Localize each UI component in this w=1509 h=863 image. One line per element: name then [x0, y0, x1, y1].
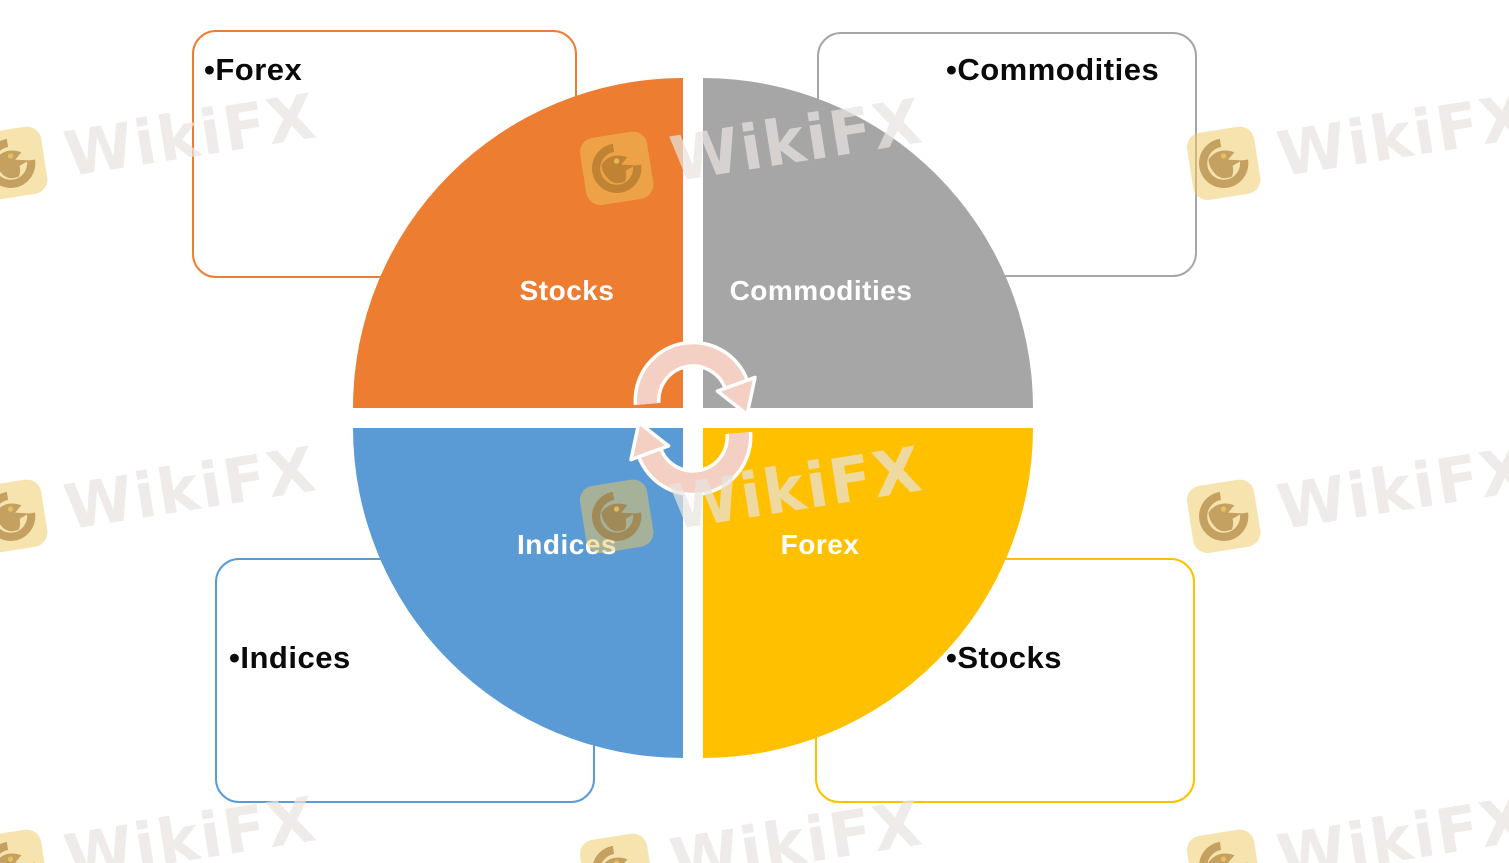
- bullet-glyph: •: [946, 52, 958, 87]
- wikifx-eagle-icon: [1181, 824, 1266, 863]
- bullet-glyph: •: [229, 640, 241, 675]
- wikifx-watermark-text: WikiFX: [59, 431, 322, 544]
- wikifx-watermark: WikiFX: [1181, 431, 1509, 558]
- callout-text-stocks: •Stocks: [946, 640, 1062, 676]
- wikifx-watermark-text: WikiFX: [1272, 431, 1509, 544]
- quadrant-label-stocks: Stocks: [519, 275, 615, 306]
- wikifx-eagle-icon: [0, 121, 53, 206]
- wikifx-eagle-icon: [0, 474, 53, 559]
- quadrant-label-indices: Indices: [517, 529, 617, 560]
- bullet-glyph: •: [946, 640, 958, 675]
- wikifx-eagle-icon: [1181, 474, 1266, 559]
- callout-text-forex: •Forex: [204, 52, 302, 88]
- callout-text-indices: •Indices: [229, 640, 351, 676]
- bullet-glyph: •: [204, 52, 216, 87]
- cycle-arrow-bottom: [629, 420, 753, 497]
- wikifx-watermark: WikiFX: [1181, 78, 1509, 205]
- wikifx-eagle-icon: [574, 828, 659, 863]
- callout-label: Stocks: [957, 640, 1063, 675]
- wikifx-eagle-icon: [0, 824, 53, 863]
- callout-label: Forex: [215, 52, 303, 87]
- quadrant-label-forex: Forex: [780, 529, 860, 560]
- quadrant-label-commodities: Commodities: [729, 275, 913, 306]
- wikifx-watermark-text: WikiFX: [1272, 781, 1509, 863]
- cycle-arrows-icon: [629, 340, 757, 497]
- wikifx-watermark: WikiFX: [1181, 781, 1509, 863]
- wikifx-watermark: WikiFX: [0, 431, 322, 558]
- callout-label: Indices: [240, 640, 351, 675]
- callout-label: Commodities: [957, 52, 1160, 87]
- callout-text-commodities: •Commodities: [946, 52, 1159, 88]
- cycle-arrow-top: [633, 340, 757, 417]
- wikifx-watermark-text: WikiFX: [1272, 78, 1509, 191]
